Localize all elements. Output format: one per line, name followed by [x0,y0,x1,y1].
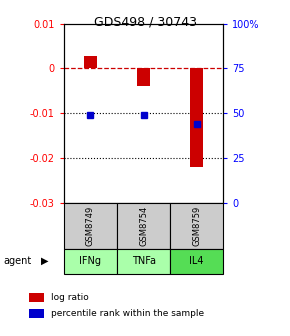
Text: ▶: ▶ [41,256,48,266]
Text: GDS498 / 30743: GDS498 / 30743 [93,15,197,28]
Text: agent: agent [3,256,31,266]
Text: GSM8749: GSM8749 [86,206,95,246]
Text: GSM8754: GSM8754 [139,206,148,246]
Text: TNFa: TNFa [132,256,155,266]
Text: IFNg: IFNg [79,256,102,266]
Text: log ratio: log ratio [51,293,88,302]
Bar [84,56,97,69]
Text: GSM8759: GSM8759 [192,206,201,246]
Text: IL4: IL4 [189,256,204,266]
Bar [137,69,150,86]
Bar [190,69,203,167]
Text: percentile rank within the sample: percentile rank within the sample [51,309,204,318]
